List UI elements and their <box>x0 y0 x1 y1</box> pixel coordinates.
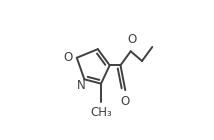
Text: O: O <box>63 51 73 64</box>
Text: CH₃: CH₃ <box>90 106 112 119</box>
Text: O: O <box>128 33 137 46</box>
Text: N: N <box>77 79 85 92</box>
Text: O: O <box>121 95 130 108</box>
